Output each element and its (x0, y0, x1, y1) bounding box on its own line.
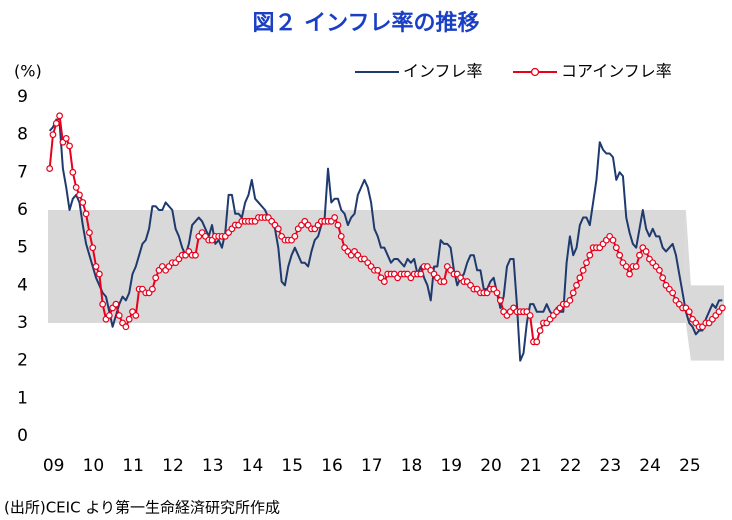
series-marker (192, 251, 199, 259)
y-tick-label: 3 (17, 313, 28, 333)
series-marker (112, 300, 120, 308)
series-marker (566, 297, 574, 304)
series-marker (573, 281, 580, 289)
x-tick-label: 09 (43, 456, 65, 476)
series-marker (659, 274, 667, 282)
series-marker (86, 229, 93, 237)
legend-marker (530, 67, 540, 77)
x-tick-label: 20 (480, 456, 502, 476)
y-tick-label: 7 (17, 162, 28, 182)
series-marker (52, 119, 60, 127)
series-marker (586, 251, 594, 259)
series-marker (274, 225, 282, 233)
series-marker (105, 312, 113, 319)
series-marker (622, 263, 630, 270)
series-marker (79, 199, 87, 206)
x-tick-label: 18 (401, 456, 423, 476)
y-unit: (%) (14, 62, 42, 81)
series-marker (62, 135, 70, 142)
series-marker (496, 297, 504, 304)
series-marker (99, 300, 107, 308)
x-tick-label: 14 (242, 456, 264, 476)
series-marker (66, 142, 73, 150)
series-marker (380, 278, 388, 285)
series-marker (576, 274, 584, 282)
y-tick-label: 4 (17, 275, 28, 295)
series-marker (132, 312, 140, 319)
y-tick-label: 5 (17, 238, 28, 258)
x-tick-label: 21 (520, 456, 542, 476)
series-marker (536, 327, 544, 334)
y-tick-label: 6 (17, 200, 28, 220)
series-marker (337, 232, 345, 240)
series-marker (152, 274, 160, 282)
y-tick-label: 2 (17, 351, 28, 371)
chart-title: 図２ インフレ率の推移 (253, 10, 480, 36)
x-tick-label: 12 (162, 456, 184, 476)
series-marker (440, 278, 448, 285)
series-marker (642, 248, 650, 255)
series-marker (72, 183, 80, 191)
series-marker (493, 289, 501, 297)
series-marker (632, 263, 640, 270)
series-marker (417, 270, 425, 278)
x-tick-label: 10 (83, 456, 105, 476)
x-tick-label: 11 (122, 456, 144, 476)
legend-label: インフレ率 (403, 62, 483, 81)
series-marker (718, 304, 726, 312)
series-marker (125, 315, 133, 323)
x-tick-label: 16 (321, 456, 343, 476)
source-note: (出所)CEIC より第一生命経済研究所作成 (4, 499, 280, 517)
series-marker (526, 312, 534, 319)
series-marker (616, 251, 624, 259)
series-marker (291, 232, 299, 240)
series-marker (82, 210, 90, 218)
series-marker (56, 112, 63, 120)
x-tick-label: 15 (281, 456, 303, 476)
x-tick-label: 13 (202, 456, 224, 476)
legend-label: コアインフレ率 (561, 62, 672, 81)
x-tick-label: 24 (639, 456, 661, 476)
target-band (685, 210, 724, 361)
series-marker (69, 168, 77, 176)
series-marker (46, 165, 54, 172)
series-marker (533, 338, 541, 346)
series-marker (89, 244, 97, 252)
series-marker (331, 214, 339, 221)
x-tick-label: 23 (600, 456, 622, 476)
series-marker (685, 308, 693, 316)
series-marker (669, 289, 677, 297)
series-marker (95, 270, 103, 278)
series-marker (569, 289, 577, 297)
series-marker (583, 259, 590, 267)
series-marker (609, 236, 617, 244)
y-tick-label: 8 (17, 125, 28, 145)
series-marker (636, 251, 643, 259)
series-marker (334, 221, 342, 229)
x-tick-label: 17 (361, 456, 383, 476)
series-marker (115, 312, 123, 319)
series-marker (655, 266, 663, 274)
y-tick-label: 1 (17, 388, 28, 408)
series-marker (92, 263, 100, 270)
x-tick-label: 22 (560, 456, 582, 476)
series-line (48, 118, 723, 362)
y-tick-label: 9 (17, 87, 28, 107)
series-marker (76, 191, 83, 199)
x-tick-label: 25 (679, 456, 701, 476)
target-band (48, 210, 686, 323)
x-tick-label: 19 (440, 456, 462, 476)
series-marker (374, 266, 382, 274)
series-marker (612, 244, 620, 252)
series-marker (148, 285, 156, 293)
y-tick-label: 0 (17, 426, 28, 446)
series-marker (122, 323, 130, 331)
series-marker (626, 270, 633, 278)
series-marker (579, 266, 587, 274)
series-marker (49, 131, 57, 139)
